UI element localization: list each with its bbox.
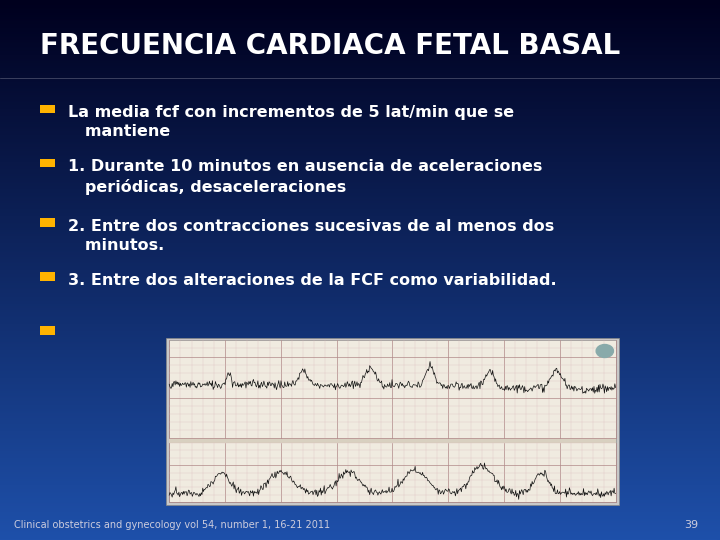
FancyBboxPatch shape <box>40 272 55 281</box>
Text: 2. Entre dos contracciones sucesivas de al menos dos
   minutos.: 2. Entre dos contracciones sucesivas de … <box>68 219 554 253</box>
FancyBboxPatch shape <box>169 340 616 502</box>
Text: 39: 39 <box>684 520 698 530</box>
FancyBboxPatch shape <box>40 218 55 227</box>
FancyBboxPatch shape <box>40 159 55 167</box>
Circle shape <box>596 345 613 357</box>
Text: FRECUENCIA CARDIACA FETAL BASAL: FRECUENCIA CARDIACA FETAL BASAL <box>40 32 620 60</box>
FancyBboxPatch shape <box>40 105 55 113</box>
Text: 1. Durante 10 minutos en ausencia de aceleraciones
   periódicas, desaceleracion: 1. Durante 10 minutos en ausencia de ace… <box>68 159 543 195</box>
Text: 3. Entre dos alteraciones de la FCF como variabilidad.: 3. Entre dos alteraciones de la FCF como… <box>68 273 557 288</box>
Text: Clinical obstetrics and gynecology vol 54, number 1, 16-21 2011: Clinical obstetrics and gynecology vol 5… <box>14 520 330 530</box>
FancyBboxPatch shape <box>166 338 619 505</box>
FancyBboxPatch shape <box>169 438 616 443</box>
FancyBboxPatch shape <box>40 326 55 335</box>
Text: La media fcf con incrementos de 5 lat/min que se
   mantiene: La media fcf con incrementos de 5 lat/mi… <box>68 105 515 139</box>
